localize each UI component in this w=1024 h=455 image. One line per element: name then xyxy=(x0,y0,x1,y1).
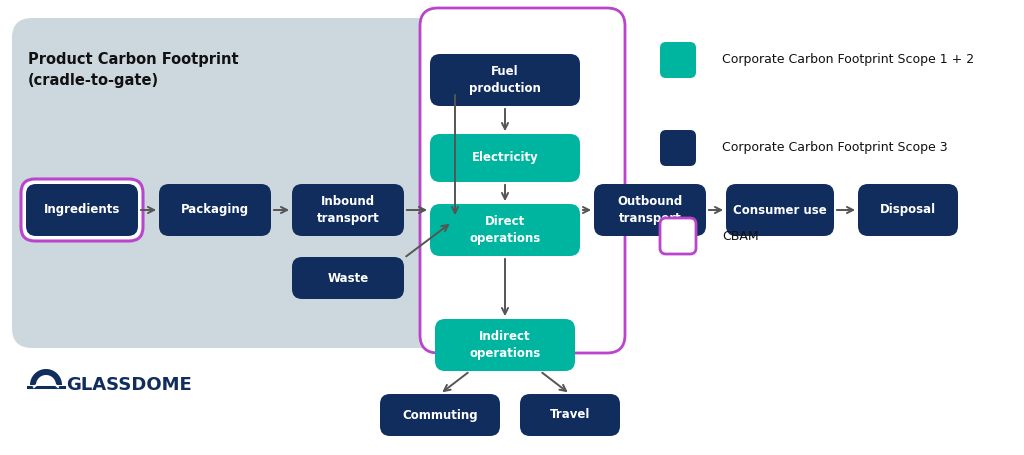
FancyBboxPatch shape xyxy=(660,218,696,254)
Text: Consumer use: Consumer use xyxy=(733,203,826,217)
Text: CBAM: CBAM xyxy=(722,229,759,243)
Text: Direct
operations: Direct operations xyxy=(469,215,541,245)
FancyBboxPatch shape xyxy=(26,184,138,236)
Polygon shape xyxy=(30,369,62,385)
FancyBboxPatch shape xyxy=(520,394,620,436)
Text: Disposal: Disposal xyxy=(880,203,936,217)
FancyBboxPatch shape xyxy=(435,319,575,371)
FancyBboxPatch shape xyxy=(660,130,696,166)
FancyBboxPatch shape xyxy=(380,394,500,436)
FancyBboxPatch shape xyxy=(430,134,580,182)
FancyBboxPatch shape xyxy=(12,18,602,348)
Text: Outbound
transport: Outbound transport xyxy=(617,195,683,225)
FancyBboxPatch shape xyxy=(726,184,834,236)
FancyBboxPatch shape xyxy=(292,184,404,236)
FancyBboxPatch shape xyxy=(292,257,404,299)
FancyBboxPatch shape xyxy=(420,8,625,353)
Text: Indirect
operations: Indirect operations xyxy=(469,330,541,360)
FancyBboxPatch shape xyxy=(594,184,706,236)
Text: Ingredients: Ingredients xyxy=(44,203,120,217)
FancyBboxPatch shape xyxy=(858,184,958,236)
Text: Waste: Waste xyxy=(328,272,369,284)
Text: Travel: Travel xyxy=(550,409,590,421)
Text: Fuel
production: Fuel production xyxy=(469,65,541,95)
Text: GLASSDOME: GLASSDOME xyxy=(66,376,191,394)
Text: Commuting: Commuting xyxy=(402,409,478,421)
Text: Corporate Carbon Footprint Scope 3: Corporate Carbon Footprint Scope 3 xyxy=(722,142,947,155)
FancyBboxPatch shape xyxy=(660,42,696,78)
Text: Product Carbon Footprint
(cradle-to-gate): Product Carbon Footprint (cradle-to-gate… xyxy=(28,52,239,88)
Text: Corporate Carbon Footprint Scope 1 + 2: Corporate Carbon Footprint Scope 1 + 2 xyxy=(722,54,974,66)
FancyBboxPatch shape xyxy=(430,54,580,106)
FancyBboxPatch shape xyxy=(430,204,580,256)
Text: Packaging: Packaging xyxy=(181,203,249,217)
Text: Electricity: Electricity xyxy=(472,152,539,165)
Text: Inbound
transport: Inbound transport xyxy=(316,195,379,225)
FancyBboxPatch shape xyxy=(22,179,143,241)
FancyBboxPatch shape xyxy=(159,184,271,236)
